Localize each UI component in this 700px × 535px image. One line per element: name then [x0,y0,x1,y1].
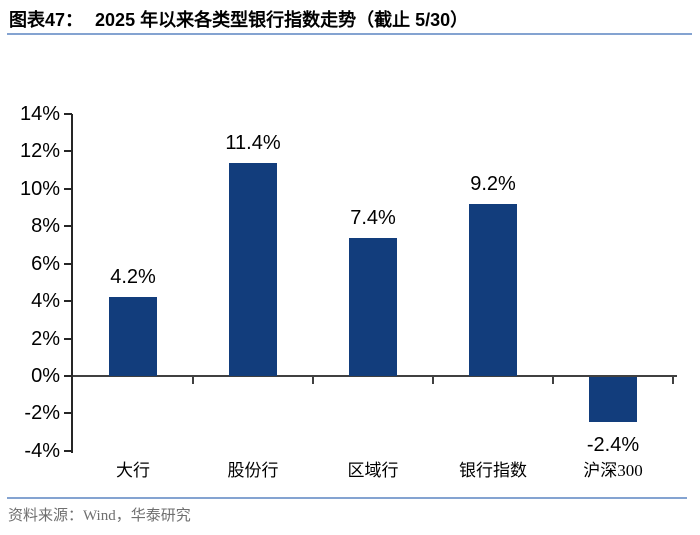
x-axis-tick [552,376,554,384]
y-axis-tick [64,337,72,340]
y-axis-label: 2% [31,327,60,350]
x-category-label: 股份行 [227,461,279,480]
x-axis-tick [312,376,314,384]
x-axis-tick [192,376,194,384]
y-axis-tick [64,374,72,377]
y-axis-label: 14% [19,103,60,125]
y-axis-label: -4% [24,439,60,462]
x-category-label: 区域行 [347,461,399,480]
source-text: 资料来源：Wind，华泰研究 [8,508,191,524]
y-axis-tick [64,150,72,153]
source-divider [7,497,687,499]
y-axis-tick [64,113,72,115]
x-axis-tick [432,376,434,384]
bar-1 [109,297,157,376]
x-category-label: 沪深300 [583,461,643,480]
bar-3 [349,237,397,376]
x-axis-line [73,374,677,377]
y-axis-tick [64,187,72,190]
bar-value-label: 7.4% [350,206,396,229]
x-category-label: 大行 [116,461,150,480]
y-axis-tick [64,412,72,415]
bar-2 [229,162,277,376]
y-axis-label: -2% [24,402,60,425]
bar-value-label: 9.2% [470,172,516,195]
y-axis-tick [64,449,72,452]
y-axis-label: 8% [31,215,60,238]
y-axis-label: 0% [31,364,60,387]
y-axis-line [71,114,73,453]
y-axis-tick [64,225,72,228]
bar-4 [469,203,517,376]
title-underline [7,33,692,35]
y-axis-tick [64,300,72,303]
bar-value-label: -2.4% [586,433,640,456]
figure-label: 图表47： [9,10,84,30]
y-axis-label: 10% [19,177,60,200]
figure-title-row: 图表47： 2025 年以来各类型银行指数走势（截止 5/30） [9,6,468,32]
y-axis-label: 6% [31,252,60,275]
y-axis-tick [64,262,72,265]
x-axis-tick [672,376,674,384]
figure-title: 2025 年以来各类型银行指数走势（截止 5/30） [95,10,469,30]
bar-5 [589,376,637,422]
bar-value-label: 11.4% [225,131,281,154]
y-axis-label: 4% [31,290,60,313]
x-category-label: 银行指数 [459,461,527,480]
bar-value-label: 4.2% [110,266,156,289]
y-axis-label: 12% [19,140,60,163]
